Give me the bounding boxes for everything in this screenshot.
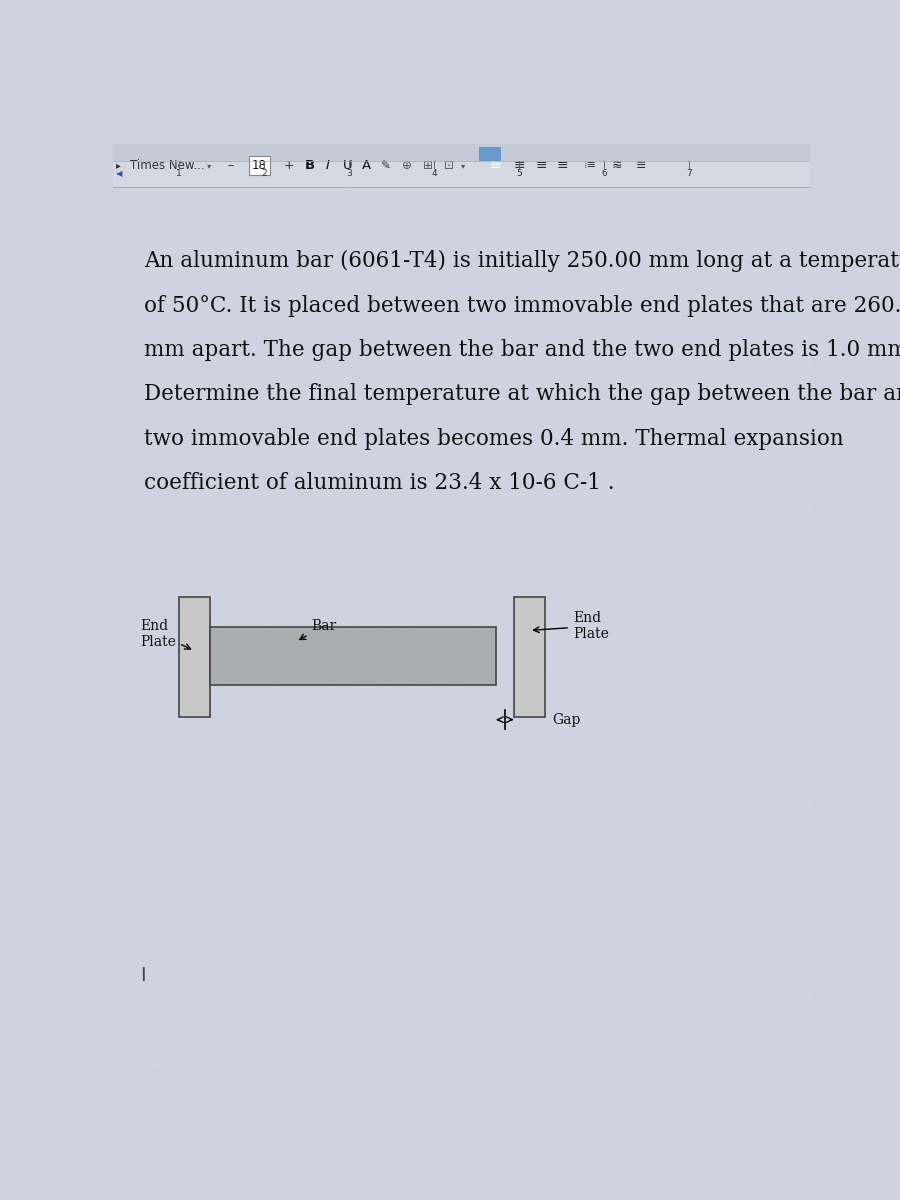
Text: ≡: ≡ <box>490 158 501 173</box>
Text: Determine the final temperature at which the gap between the bar and the: Determine the final temperature at which… <box>144 383 900 406</box>
Text: End
Plate: End Plate <box>534 611 608 642</box>
Text: ≡: ≡ <box>557 158 569 173</box>
Text: 6: 6 <box>601 169 608 178</box>
Text: +: + <box>284 158 294 172</box>
Text: mm apart. The gap between the bar and the two end plates is 1.0 mm.: mm apart. The gap between the bar and th… <box>144 338 900 361</box>
Text: ▾: ▾ <box>207 161 211 169</box>
Text: End
Plate: End Plate <box>140 619 191 649</box>
Text: An aluminum bar (6061-T4) is initially 250.00 mm long at a temperature: An aluminum bar (6061-T4) is initially 2… <box>144 251 900 272</box>
Text: 4: 4 <box>431 169 436 178</box>
Text: 7: 7 <box>687 169 692 178</box>
Text: ≡: ≡ <box>635 158 646 172</box>
Text: ◀: ◀ <box>116 169 122 178</box>
Bar <box>479 146 501 184</box>
Text: ▾: ▾ <box>461 161 465 169</box>
Text: 5: 5 <box>517 169 522 178</box>
Text: ▸: ▸ <box>116 161 121 170</box>
Text: I: I <box>140 966 146 985</box>
Bar <box>514 596 545 716</box>
Text: 3: 3 <box>346 169 352 178</box>
Bar <box>112 161 810 186</box>
Text: I: I <box>325 158 329 172</box>
Text: –: – <box>228 158 234 172</box>
Bar <box>211 628 496 684</box>
Text: Times New...: Times New... <box>130 158 204 172</box>
Text: ≋: ≋ <box>611 158 622 172</box>
Text: ✎: ✎ <box>381 158 391 172</box>
Text: 18: 18 <box>252 158 267 172</box>
Text: U: U <box>343 158 352 172</box>
Text: 2: 2 <box>261 169 266 178</box>
Text: ≡: ≡ <box>536 158 547 173</box>
Text: B: B <box>304 158 314 172</box>
Text: Gap: Gap <box>552 713 581 727</box>
Bar <box>112 144 810 186</box>
Text: coefficient of aluminum is 23.4 x 10-6 C-1 .: coefficient of aluminum is 23.4 x 10-6 C… <box>144 472 615 494</box>
Text: Bar: Bar <box>300 619 337 640</box>
Bar <box>179 596 211 716</box>
Text: ⊞: ⊞ <box>423 158 433 172</box>
Text: of 50°C. It is placed between two immovable end plates that are 260.00: of 50°C. It is placed between two immova… <box>144 295 900 317</box>
Text: ⊡: ⊡ <box>444 158 454 172</box>
Text: 1: 1 <box>176 169 182 178</box>
Text: ⊕: ⊕ <box>402 158 412 172</box>
Text: A: A <box>362 158 372 172</box>
Text: ⁞≡: ⁞≡ <box>583 161 597 170</box>
Text: ≡: ≡ <box>514 158 526 173</box>
Text: two immovable end plates becomes 0.4 mm. Thermal expansion: two immovable end plates becomes 0.4 mm.… <box>144 427 843 450</box>
